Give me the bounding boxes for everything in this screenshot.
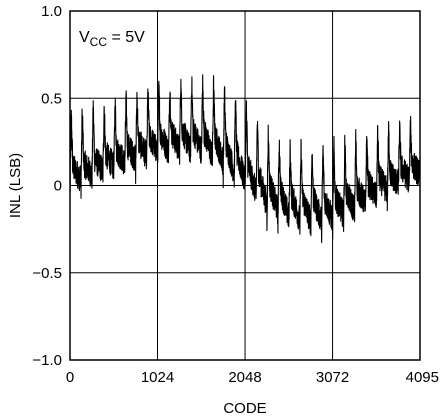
plot-frame	[69, 10, 421, 361]
annotation-sub: CC	[90, 35, 108, 49]
y-tick-label-4: −1.0	[32, 352, 62, 369]
y-tick-label-2: 0	[54, 178, 62, 195]
x-axis-label: CODE	[223, 400, 266, 417]
x-tick-label-1: 1024	[141, 369, 174, 386]
vcc-annotation: VCC = 5V	[79, 29, 145, 49]
annotation-background	[74, 23, 154, 51]
x-tick-label-4: 4095	[406, 369, 439, 386]
y-tick-labels: 1.0 0.5 0 −0.5 −1.0	[32, 3, 62, 369]
annotation-rest: = 5V	[107, 29, 145, 46]
y-tick-label-1: 0.5	[41, 90, 62, 107]
x-tick-labels: 0 1024 2048 3072 4095	[66, 369, 439, 386]
inl-line	[69, 74, 421, 244]
inl-trace	[69, 74, 421, 244]
y-axis-label: INL (LSB)	[7, 153, 24, 218]
x-tick-label-2: 2048	[228, 369, 261, 386]
y-tick-label-3: −0.5	[32, 265, 62, 282]
y-tick-label-0: 1.0	[41, 3, 62, 20]
x-tick-label-3: 3072	[316, 369, 349, 386]
annotation-main: V	[79, 29, 90, 46]
x-tick-label-0: 0	[66, 369, 74, 386]
